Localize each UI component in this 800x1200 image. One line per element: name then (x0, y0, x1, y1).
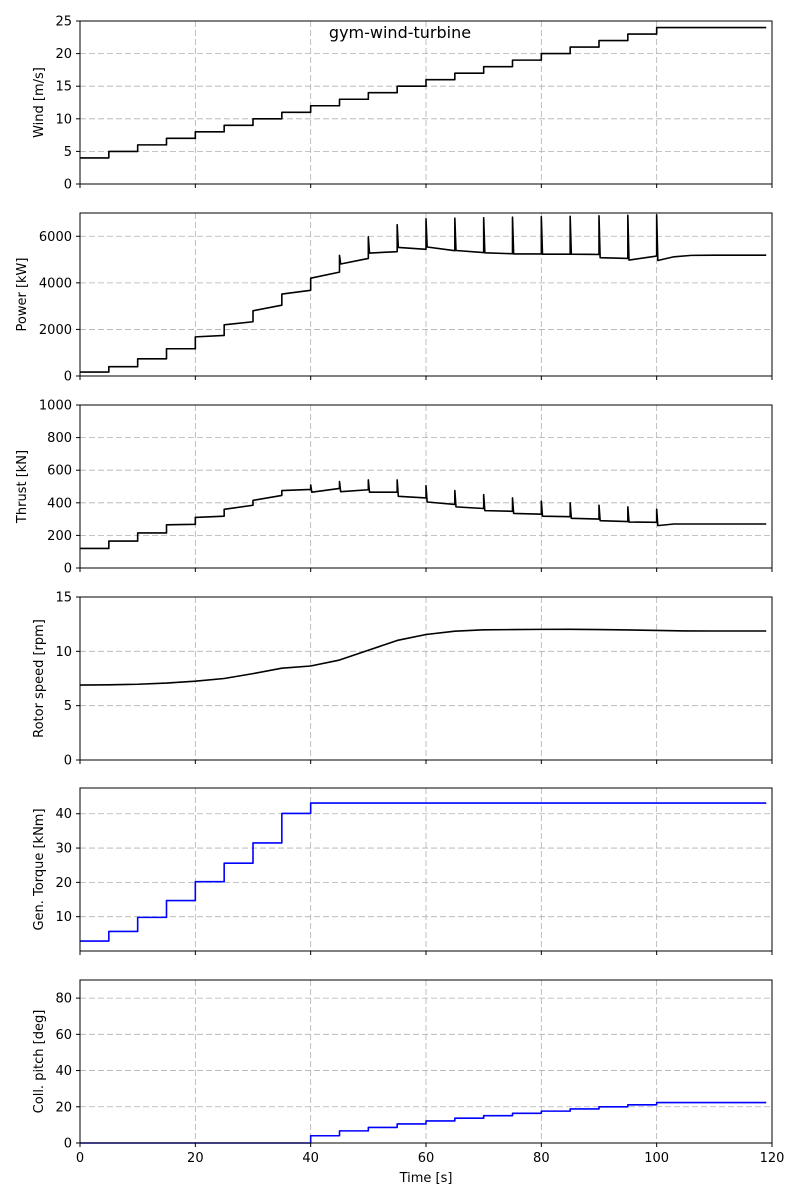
figure-title: gym-wind-turbine (329, 23, 471, 42)
y-tick-label: 0 (64, 370, 72, 385)
y-tick-label: 20 (55, 1100, 72, 1115)
power-series-line (80, 214, 767, 373)
y-tick-label: 10 (55, 645, 72, 660)
y-tick-label: 0 (64, 754, 72, 769)
y-tick-label: 40 (55, 807, 72, 822)
y-tick-label: 5 (64, 699, 72, 714)
panel-torque: 10 20 30 40 Gen. Torque [kNm] (32, 787, 773, 955)
x-tick-label: 100 (644, 1151, 669, 1166)
torque-series-line (80, 802, 767, 942)
rotor-y-axis-label: Rotor speed [rpm] (32, 619, 47, 738)
x-axis-label: Time [s] (399, 1171, 453, 1186)
y-tick-label: 10 (55, 112, 72, 127)
y-tick-label: 40 (55, 1064, 72, 1079)
torque-y-axis-label: Gen. Torque [kNm] (32, 808, 47, 930)
panel-wind: 0 5 10 15 20 25 Wind [m/s] (32, 15, 773, 193)
y-tick-label: 60 (55, 1028, 72, 1043)
y-tick-label: 1000 (39, 399, 72, 414)
x-tick-label: 60 (418, 1151, 435, 1166)
y-tick-label: 5 (64, 145, 72, 160)
power-y-axis-label: Power [kW] (15, 258, 30, 332)
x-tick-label: 80 (533, 1151, 550, 1166)
panel-pitch: 0 20 40 60 80 100 120 0 20 40 60 80 Coll. pitch [deg… (32, 979, 785, 1166)
thrust-y-axis-label: Thrust [kN] (15, 450, 30, 524)
panel-thrust: 0 200 400 600 800 1000 Thrust [kN] (15, 399, 773, 577)
thrust-series-line (80, 479, 767, 550)
x-tick-label: 120 (760, 1151, 785, 1166)
y-tick-label: 400 (47, 496, 72, 511)
y-tick-label: 600 (47, 464, 72, 479)
y-tick-label: 0 (64, 562, 72, 577)
wind-series-line (80, 26, 767, 159)
rotor-series-line (79, 628, 767, 686)
y-tick-label: 20 (55, 876, 72, 891)
x-tick-label: 0 (76, 1151, 84, 1166)
y-tick-label: 200 (47, 529, 72, 544)
y-tick-label: 80 (55, 992, 72, 1007)
y-tick-label: 4000 (39, 276, 72, 291)
y-tick-label: 25 (55, 15, 72, 30)
pitch-y-axis-label: Coll. pitch [deg] (32, 1010, 47, 1114)
y-tick-label: 0 (64, 1137, 72, 1152)
x-tick-label: 20 (187, 1151, 204, 1166)
y-tick-label: 10 (55, 910, 72, 925)
panel-rotor: 0 5 10 15 Rotor speed [rpm] (32, 591, 773, 769)
panel-power: 0 2000 4000 6000 Power [kW] (15, 212, 773, 385)
wind-y-axis-label: Wind [m/s] (32, 67, 47, 138)
y-tick-label: 15 (55, 80, 72, 95)
pitch-series-line (80, 1101, 767, 1144)
y-tick-label: 6000 (39, 230, 72, 245)
x-tick-label: 40 (302, 1151, 319, 1166)
y-tick-label: 800 (47, 431, 72, 446)
y-tick-label: 0 (64, 178, 72, 193)
y-tick-label: 20 (55, 47, 72, 62)
y-tick-label: 15 (55, 591, 72, 606)
y-tick-label: 30 (55, 842, 72, 857)
y-tick-label: 2000 (39, 323, 72, 338)
